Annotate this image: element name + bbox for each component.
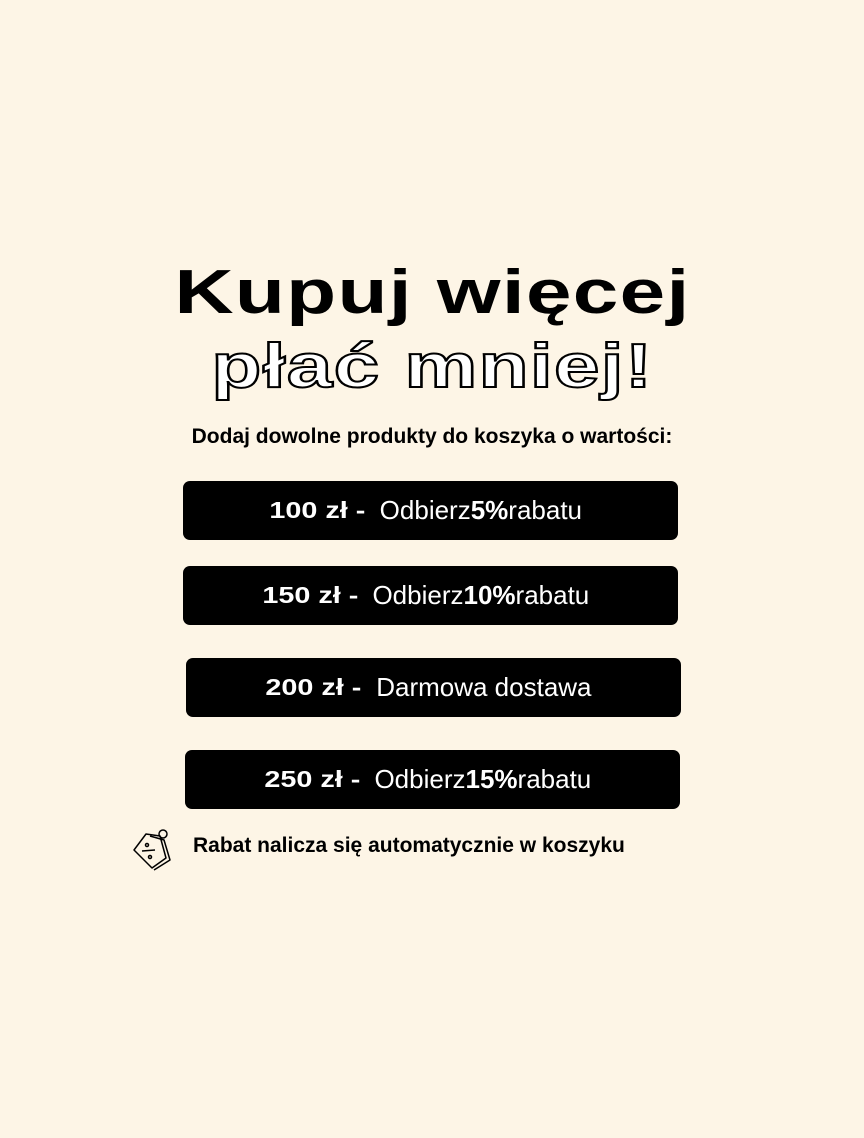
tier-150: 150 zł - Odbierz 10% rabatu — [183, 566, 678, 625]
tier-100: 100 zł - Odbierz 5% rabatu — [183, 481, 678, 540]
tier-amount: 150 zł - — [262, 582, 359, 608]
tier-discount: 10% — [463, 580, 516, 610]
tier-text: rabatu — [508, 495, 583, 525]
tier-discount: 15% — [465, 764, 518, 794]
tier-text: Odbierz — [372, 580, 464, 610]
subtitle: Dodaj dowolne produkty do koszyka o wart… — [191, 425, 673, 448]
tier-250: 250 zł - Odbierz 15% rabatu — [185, 750, 680, 809]
tier-200: 200 zł - Darmowa dostawa — [186, 658, 681, 717]
tier-discount: 5% — [470, 495, 509, 525]
auto-discount-note: Rabat nalicza się automatycznie w koszyk… — [193, 834, 625, 857]
headline-line2: płać mniej! — [210, 332, 654, 401]
headline-line1: Kupuj więcej — [173, 258, 691, 327]
tier-text: Odbierz — [379, 495, 471, 525]
tier-text: Odbierz — [374, 764, 466, 794]
discount-tag-icon — [133, 829, 171, 871]
tier-amount: 100 zł - — [269, 497, 366, 523]
tier-text: Darmowa dostawa — [376, 672, 592, 702]
tier-amount: 250 zł - — [264, 766, 361, 792]
tier-amount: 200 zł - — [265, 674, 362, 700]
tier-text: rabatu — [515, 580, 590, 610]
tier-text: rabatu — [517, 764, 592, 794]
